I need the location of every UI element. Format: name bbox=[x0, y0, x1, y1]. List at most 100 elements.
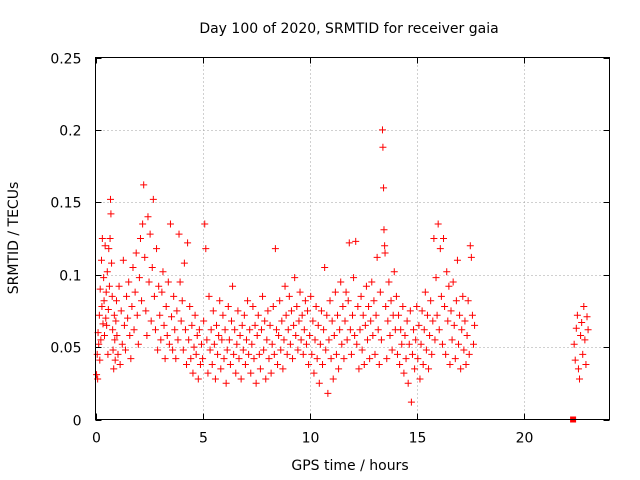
data-point bbox=[116, 360, 124, 368]
data-point bbox=[240, 311, 248, 319]
data-point bbox=[404, 379, 412, 387]
data-point bbox=[286, 340, 294, 348]
data-point bbox=[408, 350, 416, 358]
data-point bbox=[108, 259, 116, 267]
data-point bbox=[411, 365, 419, 373]
data-point bbox=[344, 297, 352, 305]
data-point bbox=[129, 263, 137, 271]
data-point bbox=[367, 317, 375, 325]
data-point bbox=[302, 340, 310, 348]
data-point bbox=[276, 297, 284, 305]
data-point bbox=[236, 332, 244, 340]
data-point bbox=[468, 311, 476, 319]
y-tick-label: 0.05 bbox=[50, 341, 81, 357]
data-point bbox=[339, 303, 347, 311]
data-point bbox=[208, 360, 216, 368]
data-point bbox=[451, 355, 459, 363]
data-point bbox=[417, 340, 425, 348]
data-point bbox=[578, 318, 586, 326]
data-point bbox=[335, 365, 343, 373]
data-point bbox=[444, 317, 452, 325]
data-point bbox=[579, 350, 587, 358]
data-point bbox=[115, 282, 123, 290]
data-point bbox=[221, 326, 229, 334]
data-point bbox=[147, 317, 155, 325]
data-point bbox=[350, 274, 358, 282]
data-point bbox=[230, 350, 238, 358]
data-point bbox=[375, 360, 383, 368]
data-point bbox=[427, 297, 435, 305]
data-point bbox=[222, 379, 230, 387]
data-point bbox=[285, 292, 293, 300]
data-point bbox=[190, 343, 198, 351]
data-point bbox=[277, 346, 285, 354]
x-tick-label: 10 bbox=[302, 431, 320, 447]
data-point bbox=[457, 365, 465, 373]
data-point bbox=[176, 278, 184, 286]
data-point bbox=[268, 340, 276, 348]
data-point bbox=[260, 346, 268, 354]
data-point bbox=[112, 317, 120, 325]
data-point bbox=[251, 321, 259, 329]
data-point bbox=[239, 346, 247, 354]
data-point bbox=[392, 292, 400, 300]
data-point bbox=[158, 288, 166, 296]
data-point bbox=[262, 375, 270, 383]
data-point bbox=[304, 307, 312, 315]
data-point bbox=[328, 317, 336, 325]
data-point bbox=[433, 311, 441, 319]
data-point bbox=[274, 360, 282, 368]
data-point bbox=[154, 346, 162, 354]
data-point bbox=[278, 317, 286, 325]
data-point bbox=[100, 274, 108, 282]
data-point bbox=[245, 350, 253, 358]
data-point bbox=[131, 288, 139, 296]
data-point bbox=[255, 350, 263, 358]
data-point bbox=[146, 230, 154, 238]
data-point bbox=[574, 365, 582, 373]
data-point bbox=[97, 256, 105, 264]
data-point bbox=[573, 311, 581, 319]
data-point bbox=[368, 278, 376, 286]
data-point bbox=[325, 336, 333, 344]
data-point bbox=[127, 355, 135, 363]
data-point bbox=[413, 303, 421, 311]
data-point bbox=[275, 332, 283, 340]
data-point bbox=[377, 336, 385, 344]
data-point bbox=[317, 307, 325, 315]
data-point bbox=[351, 332, 359, 340]
data-point bbox=[218, 336, 226, 344]
data-point bbox=[299, 350, 307, 358]
data-point bbox=[150, 292, 158, 300]
data-point bbox=[349, 311, 356, 319]
data-point bbox=[141, 253, 149, 261]
data-point bbox=[452, 297, 460, 305]
data-point bbox=[396, 360, 404, 368]
data-point bbox=[191, 311, 199, 319]
data-point bbox=[298, 311, 306, 319]
data-point bbox=[185, 336, 193, 344]
data-point bbox=[247, 369, 255, 377]
data-point bbox=[215, 332, 223, 340]
data-point bbox=[384, 317, 392, 325]
data-point bbox=[460, 346, 468, 354]
data-point bbox=[93, 350, 101, 358]
data-point bbox=[381, 249, 389, 257]
data-point bbox=[319, 360, 327, 368]
data-point bbox=[362, 282, 370, 290]
y-tick-label: 0.25 bbox=[50, 52, 81, 68]
data-point bbox=[106, 235, 114, 242]
data-point bbox=[440, 235, 448, 242]
data-point bbox=[410, 326, 418, 334]
data-point bbox=[199, 355, 207, 363]
data-point bbox=[206, 346, 214, 354]
data-point bbox=[95, 311, 103, 319]
data-point bbox=[200, 317, 208, 325]
data-point bbox=[105, 282, 113, 290]
data-point bbox=[117, 307, 125, 315]
data-point bbox=[307, 292, 315, 300]
data-point bbox=[385, 278, 393, 286]
data-point bbox=[261, 317, 269, 325]
data-point bbox=[138, 297, 146, 305]
data-point bbox=[294, 346, 302, 354]
